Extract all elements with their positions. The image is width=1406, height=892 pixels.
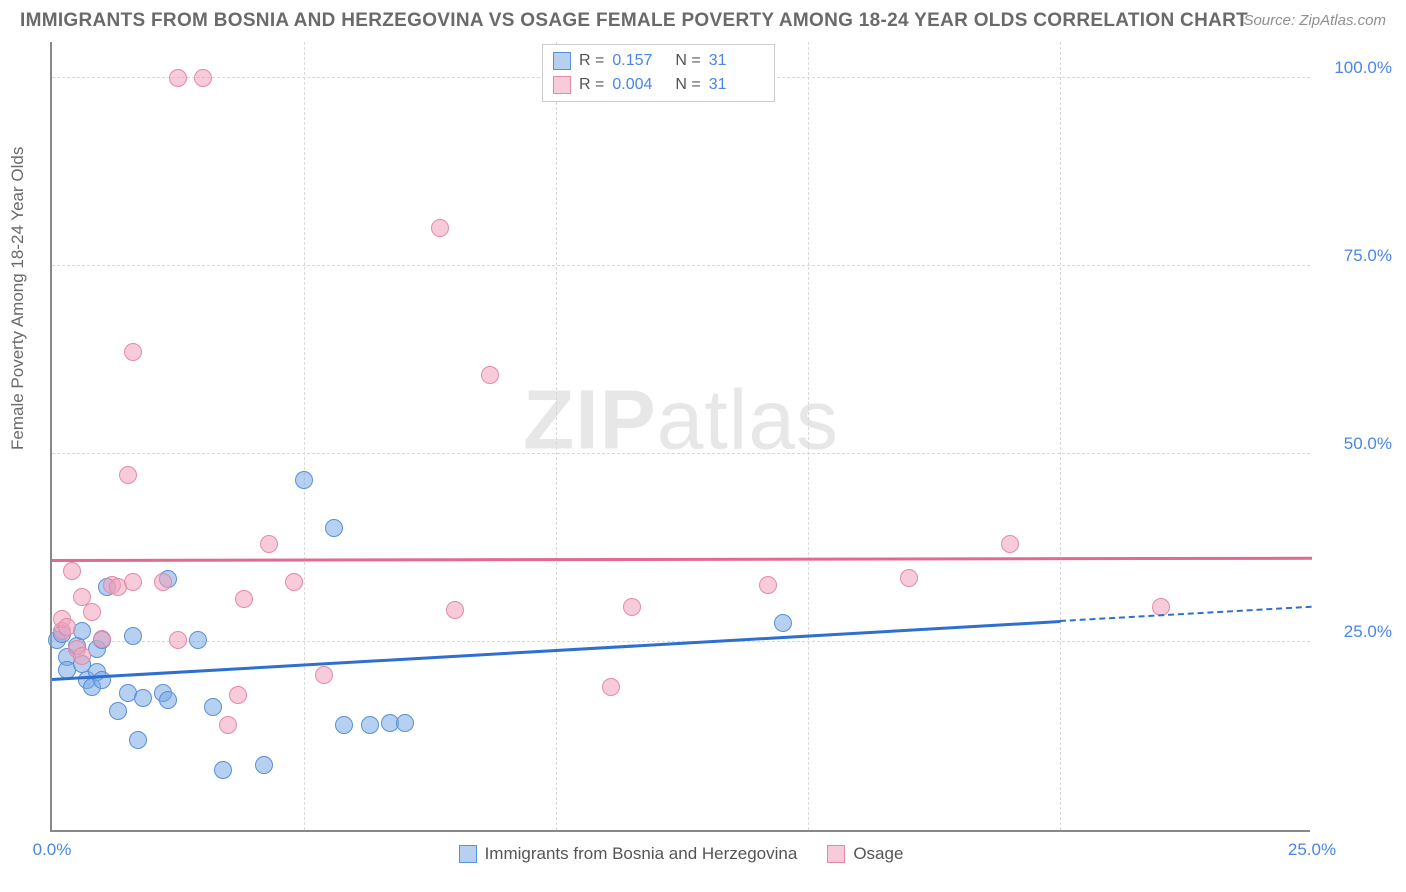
legend-n-label: N =: [675, 73, 700, 97]
legend-swatch: [827, 845, 845, 863]
y-tick-label: 25.0%: [1320, 622, 1392, 642]
scatter-point: [260, 535, 278, 553]
legend-row: R = 0.004 N = 31: [553, 73, 764, 97]
scatter-point: [169, 631, 187, 649]
scatter-point: [335, 716, 353, 734]
correlation-legend: R = 0.157 N = 31 R = 0.004 N = 31: [542, 44, 775, 102]
scatter-point: [325, 519, 343, 537]
scatter-point: [124, 343, 142, 361]
scatter-point: [1001, 535, 1019, 553]
chart-title: IMMIGRANTS FROM BOSNIA AND HERZEGOVINA V…: [20, 10, 1248, 32]
legend-r-label: R =: [579, 73, 604, 97]
scatter-point: [255, 756, 273, 774]
gridline-vertical: [556, 42, 557, 830]
trend-line: [52, 557, 1312, 562]
scatter-point: [159, 691, 177, 709]
legend-item: Immigrants from Bosnia and Herzegovina: [459, 844, 798, 864]
scatter-point: [900, 569, 918, 587]
scatter-point: [124, 573, 142, 591]
scatter-point: [361, 716, 379, 734]
scatter-point: [235, 590, 253, 608]
scatter-point: [481, 366, 499, 384]
legend-r-value: 0.157: [612, 49, 667, 73]
scatter-point: [93, 630, 111, 648]
legend-series-name: Osage: [853, 844, 903, 864]
series-legend: Immigrants from Bosnia and Herzegovina Os…: [52, 844, 1310, 864]
legend-r-label: R =: [579, 49, 604, 73]
scatter-point: [83, 603, 101, 621]
legend-n-value: 31: [709, 49, 764, 73]
trend-line-extrapolated: [1060, 606, 1312, 622]
gridline-vertical: [808, 42, 809, 830]
scatter-point: [285, 573, 303, 591]
legend-swatch: [459, 845, 477, 863]
legend-r-value: 0.004: [612, 73, 667, 97]
scatter-point: [124, 627, 142, 645]
legend-n-value: 31: [709, 73, 764, 97]
scatter-point: [134, 689, 152, 707]
gridline-vertical: [1060, 42, 1061, 830]
legend-n-label: N =: [675, 49, 700, 73]
scatter-point: [1152, 598, 1170, 616]
watermark: ZIPatlas: [523, 372, 839, 469]
y-tick-label: 75.0%: [1320, 246, 1392, 266]
source-attribution: Source: ZipAtlas.com: [1243, 12, 1386, 29]
scatter-point: [774, 614, 792, 632]
y-tick-label: 100.0%: [1320, 58, 1392, 78]
y-axis-label: Female Poverty Among 18-24 Year Olds: [8, 147, 28, 450]
scatter-point: [154, 573, 172, 591]
scatter-point: [189, 631, 207, 649]
scatter-point: [431, 219, 449, 237]
legend-row: R = 0.157 N = 31: [553, 49, 764, 73]
scatter-point: [93, 671, 111, 689]
scatter-point: [129, 731, 147, 749]
scatter-point: [204, 698, 222, 716]
scatter-point: [315, 666, 333, 684]
scatter-point: [396, 714, 414, 732]
scatter-point: [295, 471, 313, 489]
scatter-point: [623, 598, 641, 616]
scatter-point: [602, 678, 620, 696]
scatter-point: [119, 466, 137, 484]
scatter-point: [58, 618, 76, 636]
legend-swatch: [553, 52, 571, 70]
scatter-point: [229, 686, 247, 704]
scatter-point: [63, 562, 81, 580]
scatter-point: [759, 576, 777, 594]
scatter-point: [219, 716, 237, 734]
y-tick-label: 50.0%: [1320, 434, 1392, 454]
scatter-point: [446, 601, 464, 619]
scatter-plot-area: ZIPatlas 25.0%50.0%75.0%100.0%0.0%25.0%R…: [50, 42, 1310, 832]
scatter-point: [194, 69, 212, 87]
legend-item: Osage: [827, 844, 903, 864]
scatter-point: [214, 761, 232, 779]
gridline-horizontal: [52, 265, 1310, 266]
scatter-point: [169, 69, 187, 87]
legend-series-name: Immigrants from Bosnia and Herzegovina: [485, 844, 798, 864]
scatter-point: [109, 702, 127, 720]
gridline-vertical: [304, 42, 305, 830]
legend-swatch: [553, 76, 571, 94]
gridline-horizontal: [52, 453, 1310, 454]
scatter-point: [73, 647, 91, 665]
